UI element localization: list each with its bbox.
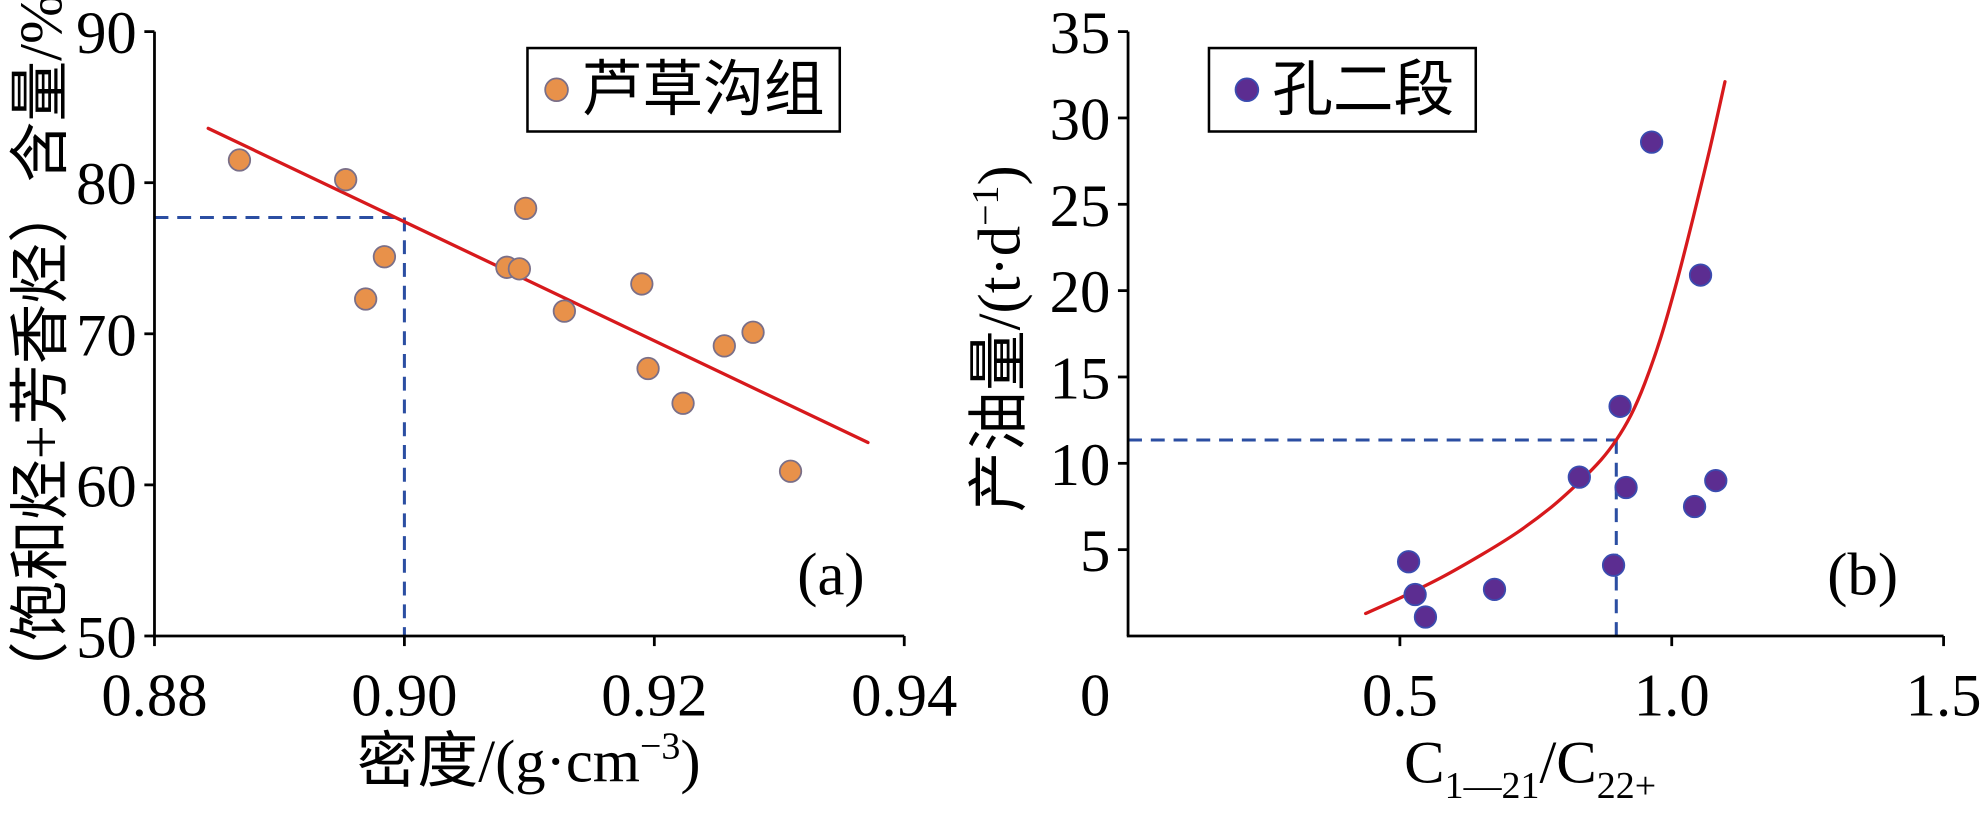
x-axis-title-subscript: 22+ bbox=[1597, 765, 1656, 807]
y-tick-label: 80 bbox=[76, 151, 137, 218]
data-point bbox=[227, 148, 252, 172]
legend-label: 孔二段 bbox=[1272, 57, 1454, 124]
data-point bbox=[507, 257, 532, 281]
data-points bbox=[1396, 130, 1728, 629]
legend: 芦草沟组 bbox=[526, 46, 842, 133]
x-axis-title-text: /C bbox=[1539, 730, 1596, 797]
y-axis-title: （饱和烃+芳香烃）含量/% bbox=[8, 0, 75, 702]
axis-ticks: 0 0.5 1.0 1.5 5 10 15 20 25 30 35 bbox=[1050, 0, 1982, 730]
y-tick-label: 20 bbox=[1050, 259, 1111, 326]
legend-box bbox=[526, 46, 842, 133]
x-axis-title-text: 密度/(g·cm bbox=[357, 728, 640, 795]
data-point bbox=[741, 320, 765, 344]
y-axis-title-close: ) bbox=[966, 165, 1033, 185]
data-point bbox=[1682, 494, 1707, 519]
reference-lines bbox=[154, 215, 406, 636]
data-point bbox=[712, 334, 736, 358]
data-point bbox=[513, 196, 538, 221]
y-axis-title-text: （饱和烃+芳香烃）含量/% bbox=[8, 0, 75, 702]
x-tick-label: 0.90 bbox=[351, 663, 457, 730]
data-point bbox=[1482, 577, 1507, 601]
panel-label: (b) bbox=[1827, 541, 1898, 608]
y-tick-label: 60 bbox=[76, 453, 137, 520]
y-tick-label: 30 bbox=[1050, 86, 1111, 153]
data-point bbox=[778, 459, 803, 483]
data-points bbox=[227, 148, 803, 483]
x-tick-label: 1.0 bbox=[1634, 663, 1710, 730]
data-point bbox=[354, 287, 378, 311]
data-point bbox=[1601, 553, 1626, 577]
axis-ticks: 0.88 0.90 0.92 0.94 50 60 70 80 90 bbox=[76, 0, 957, 730]
x-tick-label: 0.92 bbox=[601, 663, 707, 730]
y-axis-title: 产油量/(t·d−1) bbox=[965, 165, 1033, 512]
y-tick-label: 10 bbox=[1050, 432, 1111, 499]
data-point bbox=[1614, 475, 1638, 500]
data-point bbox=[372, 245, 397, 269]
y-axis-title-text: 产油量/(t·d bbox=[966, 226, 1033, 513]
data-point bbox=[1688, 263, 1713, 287]
data-point bbox=[1396, 550, 1421, 574]
legend-marker bbox=[1234, 77, 1260, 103]
x-tick-label: 0.88 bbox=[101, 663, 207, 730]
fit-line bbox=[206, 126, 870, 445]
x-axis-title: 密度/(g·cm−3) bbox=[357, 726, 701, 796]
x-axis-title-superscript: −3 bbox=[640, 726, 680, 768]
x-tick-label: 0.5 bbox=[1362, 663, 1438, 730]
data-point bbox=[1403, 582, 1427, 607]
fit-curve bbox=[1363, 80, 1727, 616]
data-point bbox=[552, 299, 576, 323]
data-point bbox=[1567, 465, 1591, 489]
panel-a: 0.88 0.90 0.92 0.94 50 60 70 80 90 芦草沟组 (a) 密度/(… bbox=[8, 0, 957, 795]
y-tick-label: 15 bbox=[1050, 345, 1111, 412]
y-tick-label: 35 bbox=[1050, 0, 1111, 67]
data-point bbox=[1608, 394, 1632, 418]
panel-label: (a) bbox=[797, 541, 864, 608]
y-tick-label: 70 bbox=[76, 302, 137, 369]
y-tick-label: 5 bbox=[1080, 518, 1110, 585]
x-axis-title-subscript: 1—21 bbox=[1445, 765, 1540, 807]
data-point bbox=[1704, 468, 1728, 493]
data-point bbox=[1413, 605, 1438, 629]
y-tick-label: 90 bbox=[76, 0, 137, 67]
reference-lines bbox=[1128, 438, 1618, 636]
x-axis-title: C1—21/C22+ bbox=[1404, 730, 1656, 807]
legend: 孔二段 bbox=[1207, 46, 1478, 133]
data-point bbox=[334, 168, 358, 192]
x-axis-title-close: ) bbox=[680, 728, 700, 795]
x-axis-title-text: C bbox=[1404, 730, 1444, 797]
data-point bbox=[671, 391, 695, 415]
y-axis-title-superscript: −1 bbox=[965, 186, 1007, 226]
legend-marker bbox=[544, 77, 569, 103]
panel-b: 0 0.5 1.0 1.5 5 10 15 20 25 30 35 孔二段 (b) C1—21/C2… bbox=[965, 0, 1982, 807]
x-tick-label: 0.94 bbox=[851, 663, 957, 730]
data-point bbox=[630, 272, 654, 296]
data-point bbox=[636, 356, 660, 381]
y-tick-label: 50 bbox=[76, 604, 137, 671]
legend-label: 芦草沟组 bbox=[582, 57, 825, 124]
x-tick-label: 0 bbox=[1080, 663, 1110, 730]
y-tick-label: 25 bbox=[1050, 173, 1111, 240]
data-point bbox=[1639, 130, 1664, 154]
x-tick-label: 1.5 bbox=[1906, 663, 1982, 730]
